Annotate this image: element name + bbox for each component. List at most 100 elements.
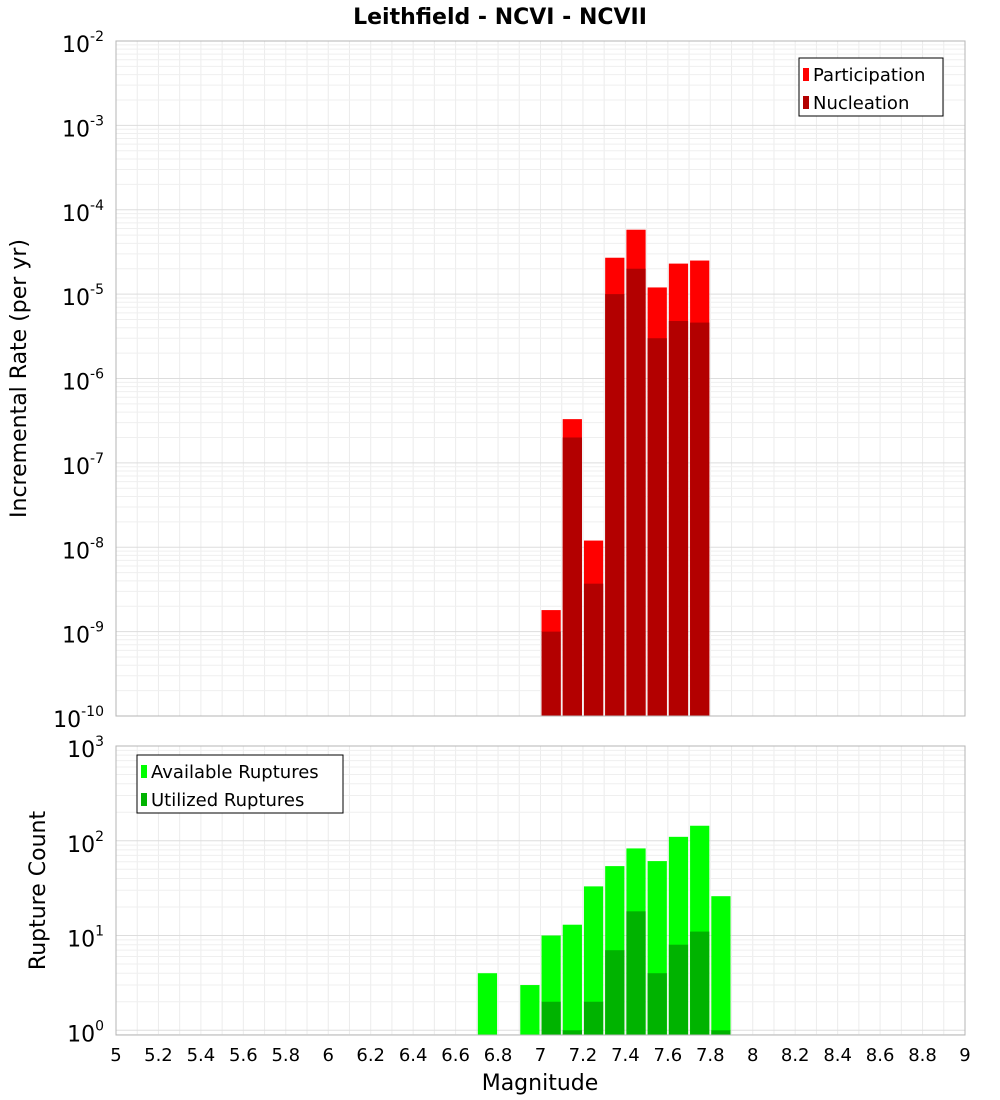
y-tick-exponent: -8	[90, 535, 104, 551]
series-2	[541, 911, 731, 1035]
series-1	[477, 825, 731, 1035]
y-tick-base: 10	[67, 928, 95, 953]
x-tick-label: 5.6	[229, 1045, 258, 1066]
y-tick-exponent: -3	[90, 113, 104, 129]
plot-border	[115, 40, 966, 717]
x-tick-label: 6.4	[399, 1045, 428, 1066]
y-tick-exponent: 0	[95, 1018, 104, 1034]
x-tick-label: 6	[323, 1045, 334, 1066]
y-axis-title: Rupture Count	[26, 811, 51, 971]
legend-box	[136, 754, 344, 814]
y-tick-base: 10	[67, 1022, 95, 1047]
x-axis-title: Magnitude	[482, 1071, 599, 1096]
y-tick-base: 10	[67, 833, 95, 858]
y-tick-label: 10-4	[62, 198, 104, 227]
y-tick-labels: 10-210-310-410-510-610-710-810-910-10	[53, 29, 104, 733]
bar	[583, 886, 604, 1035]
bar	[690, 931, 710, 1035]
x-tick-label: 6.6	[441, 1045, 470, 1066]
y-tick-exponent: -7	[90, 451, 104, 467]
y-tick-exponent: -4	[90, 198, 104, 214]
bar	[562, 1030, 582, 1035]
series-2	[541, 268, 710, 716]
y-tick-exponent: -6	[90, 367, 104, 383]
x-tick-label: 6.8	[484, 1045, 513, 1066]
bar	[562, 924, 582, 1035]
gridlines	[115, 41, 966, 717]
legend-label: Nucleation	[813, 93, 909, 114]
bar	[583, 583, 604, 716]
bar	[477, 973, 498, 1035]
y-tick-base: 10	[53, 708, 81, 733]
y-tick-label: 10-3	[62, 113, 104, 142]
y-tick-exponent: -5	[90, 282, 104, 298]
x-tick-label: 8.8	[908, 1045, 937, 1066]
y-tick-label: 10-10	[53, 704, 104, 733]
x-tick-label: 7.4	[611, 1045, 640, 1066]
bar	[668, 944, 689, 1035]
bar	[583, 1001, 604, 1035]
legend-swatch	[141, 793, 147, 806]
bar	[626, 911, 646, 1035]
y-tick-exponent: -10	[81, 704, 104, 720]
y-tick-label: 103	[67, 734, 104, 763]
y-tick-base: 10	[67, 738, 95, 763]
y-tick-label: 102	[67, 829, 104, 858]
legend: Available Ruptures Utilized Ruptures	[136, 754, 344, 814]
y-tick-label: 10-5	[62, 282, 104, 311]
y-tick-label: 10-8	[62, 535, 104, 564]
y-tick-label: 100	[67, 1018, 104, 1047]
bar	[562, 437, 582, 716]
y-tick-base: 10	[62, 624, 90, 649]
y-tick-base: 10	[62, 371, 90, 396]
x-tick-label: 5.2	[144, 1045, 173, 1066]
legend-swatch	[803, 96, 809, 109]
x-tick-label: 8.6	[866, 1045, 895, 1066]
panel-1: 10-210-310-410-510-610-710-810-910-10Inc…	[7, 29, 966, 733]
legend-box	[798, 57, 944, 117]
bar	[647, 973, 667, 1035]
bar	[541, 631, 561, 716]
plot-border	[115, 745, 966, 1036]
chart-title: Leithfield - NCVI - NCVII	[353, 5, 647, 30]
bar	[520, 985, 540, 1035]
bar	[605, 950, 625, 1035]
y-tick-base: 10	[62, 117, 90, 142]
x-tick-label: 8	[747, 1045, 758, 1066]
plots: 10-210-310-410-510-610-710-810-910-10Inc…	[7, 29, 971, 1066]
bar	[605, 294, 625, 716]
y-tick-base: 10	[62, 539, 90, 564]
y-tick-base: 10	[62, 286, 90, 311]
y-tick-label: 10-9	[62, 620, 104, 649]
x-tick-label: 7.8	[696, 1045, 725, 1066]
y-tick-exponent: -9	[90, 620, 104, 636]
x-tick-labels: 5 5.2 5.4 5.6 5.8 6 6.2 6.4 6.6 6.8 7 7.2 7.4 7.6 7.8 8…	[110, 1045, 970, 1066]
y-tick-exponent: 1	[95, 924, 104, 940]
legend-swatch	[803, 68, 809, 81]
x-tick-label: 7.6	[654, 1045, 683, 1066]
legend-label: Available Ruptures	[151, 762, 319, 783]
y-tick-exponent: -2	[90, 29, 104, 45]
y-tick-label: 10-7	[62, 451, 104, 480]
legend-swatch	[141, 765, 147, 778]
x-tick-label: 5.4	[187, 1045, 216, 1066]
y-tick-label: 101	[67, 924, 104, 953]
x-tick-label: 5	[110, 1045, 121, 1066]
bar	[711, 1030, 731, 1035]
y-tick-label: 10-6	[62, 367, 104, 396]
y-tick-base: 10	[62, 33, 90, 58]
legend: Participation Nucleation	[798, 57, 944, 117]
y-tick-base: 10	[62, 455, 90, 480]
y-tick-base: 10	[62, 202, 90, 227]
bar	[668, 321, 689, 716]
y-tick-label: 10-2	[62, 29, 104, 58]
bar	[626, 268, 646, 716]
x-tick-label: 8.4	[823, 1045, 852, 1066]
x-tick-label: 7	[535, 1045, 546, 1066]
y-axis-title: Incremental Rate (per yr)	[7, 239, 32, 518]
y-tick-exponent: 3	[95, 734, 104, 750]
y-tick-exponent: 2	[95, 829, 104, 845]
